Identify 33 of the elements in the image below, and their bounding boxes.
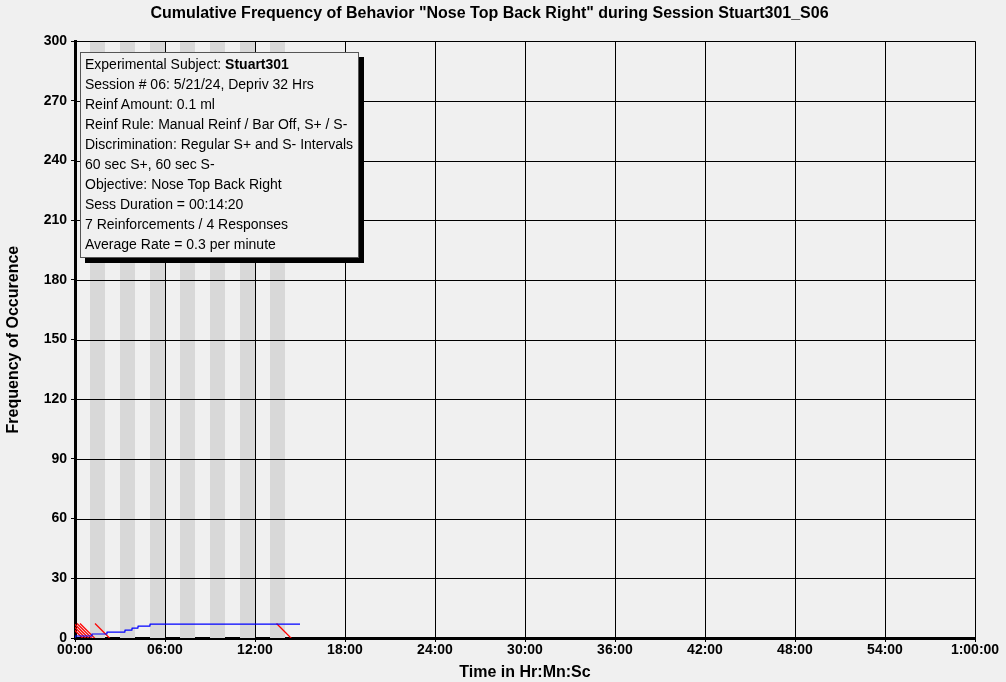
x-tick-label: 54:00 xyxy=(867,641,904,658)
y-tick-label: 60 xyxy=(51,509,68,526)
x-tick-label: 36:00 xyxy=(597,641,634,658)
y-tick-label: 210 xyxy=(43,211,68,228)
x-axis-title: Time in Hr:Mn:Sc xyxy=(459,662,591,680)
y-tick-label: 30 xyxy=(51,569,68,586)
annotation: 7 Reinforcements / 4 Responses xyxy=(85,215,290,234)
annotation: Sess Duration = 00:14:20 xyxy=(85,195,245,214)
x-tick-label: 48:00 xyxy=(777,641,814,658)
x-tick-label: 12:00 xyxy=(237,641,274,658)
annotation: Objective: Nose Top Back Right xyxy=(85,175,283,194)
chart-title: Cumulative Frequency of Behavior "Nose Top Back Right" during Session Stuart301_S06 xyxy=(150,4,829,22)
y-tick-label: 150 xyxy=(43,330,68,347)
x-tick-label: 18:00 xyxy=(327,641,364,658)
y-tick-label: 240 xyxy=(43,151,68,168)
y-axis-title: Frequency of Occurence xyxy=(4,245,22,434)
y-tick-label: 300 xyxy=(43,32,68,49)
y-tick-label: 120 xyxy=(43,390,68,407)
annotation: 60 sec S+, 60 sec S- xyxy=(85,155,216,174)
annotation: Reinf Amount: 0.1 ml xyxy=(85,95,216,114)
annotation: Experimental Subject: Stuart301 xyxy=(85,55,290,74)
x-tick-label: 06:00 xyxy=(147,641,184,658)
annotation: Reinf Rule: Manual Reinf / Bar Off, S+ / S- xyxy=(85,115,349,134)
y-tick-label: 90 xyxy=(51,449,68,466)
x-tick-label: 30:00 xyxy=(507,641,544,658)
y-tick-label: 270 xyxy=(43,91,68,108)
x-tick-label: 1:00:00 xyxy=(950,641,1000,658)
x-tick-label: 24:00 xyxy=(417,641,454,658)
y-tick-label: 180 xyxy=(43,270,68,287)
annotation: Average Rate = 0.3 per minute xyxy=(85,235,277,254)
annotation: Discrimination: Regular S+ and S- Intervals xyxy=(85,135,354,154)
annotation: Session # 06: 5/21/24, Depriv 32 Hrs xyxy=(85,75,315,94)
x-tick-label: 42:00 xyxy=(687,641,724,658)
